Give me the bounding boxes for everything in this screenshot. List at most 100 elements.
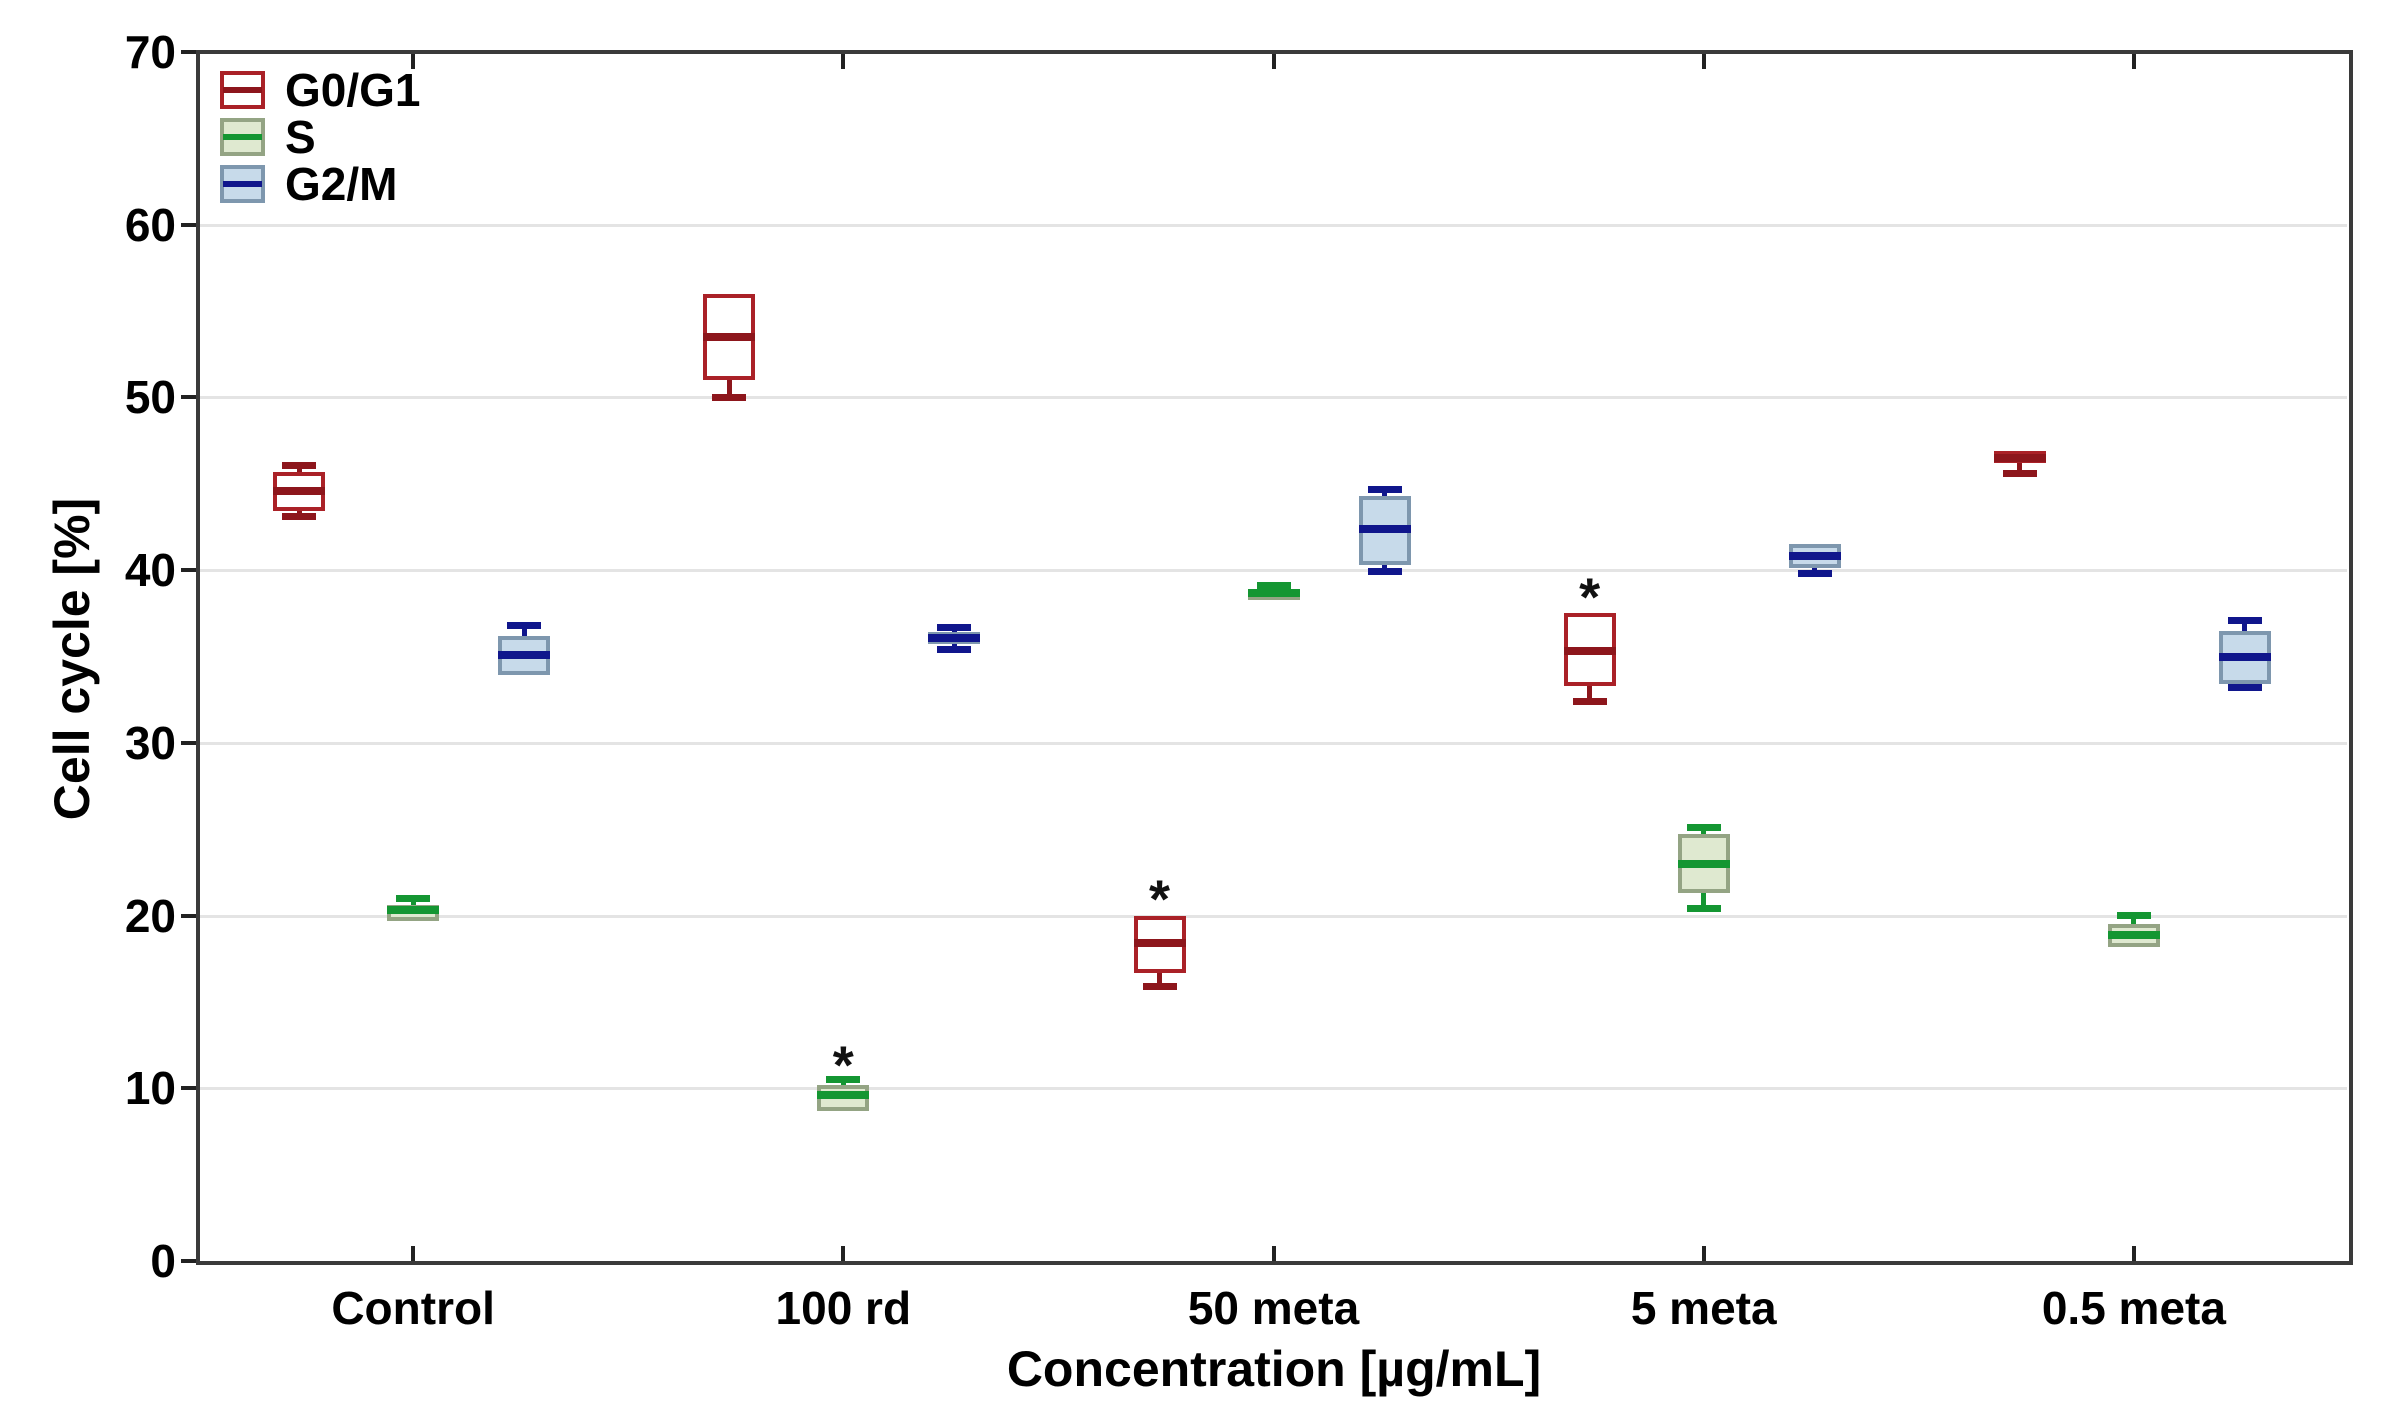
box-plot-whisker-cap [937,645,972,653]
box-plot-whisker [1157,972,1162,985]
x-axis-tick [1701,1246,1706,1261]
box-plot-whisker-cap [1686,904,1721,912]
plot-area [196,50,2353,1265]
y-axis-tick [181,568,196,573]
box-plot-whisker [410,900,416,906]
x-tick-label: 5 meta [1630,1282,1777,1334]
box-plot-whisker-cap [2116,912,2151,920]
y-tick-label: 0 [150,1235,176,1287]
gridline [200,741,2347,745]
box-plot-median [498,650,551,659]
box-plot-whisker-cap [937,623,972,631]
box-plot-whisker-cap [2227,683,2262,691]
legend-swatch [220,164,265,203]
x-axis-tick [1271,1246,1276,1261]
box-plot-whisker-cap [1367,568,1402,576]
significance-star: * [1579,567,1601,628]
box-plot-whisker-cap [712,393,747,401]
y-axis-tick [181,1259,196,1263]
box-plot-whisker [726,380,732,396]
box-plot-median [928,633,981,642]
legend-swatch [220,70,265,109]
box-plot-median [703,332,756,341]
box-plot-median [1563,647,1616,656]
box-plot-whisker [521,627,527,636]
box-plot-whisker [1701,893,1707,907]
y-axis-tick [181,50,196,54]
x-axis-tick-top [841,54,846,69]
x-tick-label: Control [331,1282,495,1334]
box-plot-whisker [2242,621,2248,631]
box-plot-whisker [296,466,302,472]
box-plot-whisker [2131,917,2137,925]
box-plot-whisker [1587,685,1593,700]
x-axis-tick [2131,1246,2136,1261]
box-plot-median [1247,588,1300,597]
box-plot-median [387,906,440,915]
x-tick-label: 100 rd [775,1282,912,1334]
legend: G0/G1 S G2/M [220,66,421,207]
y-axis-tick [181,1086,196,1091]
x-axis-tick-top [1701,54,1706,69]
y-tick-label: 10 [124,1062,176,1115]
gridline [200,914,2347,918]
x-axis-tick-top [2131,54,2136,69]
y-axis-tick [181,740,196,745]
box-plot-whisker [1382,564,1387,571]
x-tick-label: 0.5 meta [2041,1282,2226,1334]
box-plot-median [1358,524,1411,533]
box-plot-whisker-cap [1142,982,1177,990]
box-plot-median [1677,859,1730,868]
significance-star: * [832,1035,854,1096]
box-plot-whisker-cap [282,512,317,520]
x-tick-label: 50 meta [1187,1282,1360,1334]
box-plot-whisker-cap [826,1076,861,1084]
legend-swatch-median-line [223,133,262,140]
y-tick-label: 20 [124,889,176,942]
x-axis-tick-top [1271,54,1276,69]
legend-label: G2/M [285,157,398,210]
y-tick-label: 50 [124,371,176,424]
y-tick-label: 40 [124,544,176,597]
legend-item: G2/M [220,160,421,207]
box-plot-whisker-cap [1367,485,1402,493]
box-plot-whisker-cap [1797,569,1832,577]
y-tick-label: 60 [124,198,176,251]
box-plot-median [2107,930,2160,939]
box-plot-whisker-cap [507,622,542,630]
legend-swatch-median-line [223,86,262,93]
box-plot-median [1788,552,1841,561]
gridline [200,1087,2347,1091]
y-tick-label: 30 [124,716,176,769]
y-axis-tick [181,222,196,227]
x-axis-title: Concentration [µg/mL] [1006,1341,1542,1397]
box-plot-whisker [1701,829,1707,835]
gridline [200,223,2347,227]
legend-label: G0/G1 [285,63,421,116]
box-plot-whisker [2017,463,2023,472]
box-plot-whisker-cap [282,461,317,469]
box-plot-median [1133,939,1186,948]
box-plot-whisker-cap [1256,582,1291,590]
box-plot-whisker-cap [1686,824,1721,832]
box-plot-median [1993,453,2046,462]
box-plot-whisker-cap [2002,469,2037,477]
legend-swatch [220,117,265,156]
x-axis-tick [841,1246,846,1261]
gridline [200,396,2347,400]
y-tick-label: 70 [124,26,176,78]
y-axis-tick [181,395,196,400]
box-plot-whisker-cap [1572,697,1607,705]
x-axis-tick [411,1246,416,1261]
x-axis-tick-top [411,54,416,69]
significance-star: * [1148,870,1171,931]
box-plot-whisker [1382,490,1387,496]
box-plot-whisker-cap [2227,616,2262,624]
y-axis-title: Cell cycle [%] [44,497,100,821]
box-plot-median [817,1091,870,1100]
box-plot-median [273,486,326,495]
legend-label: S [285,110,316,163]
legend-item: G0/G1 [220,66,421,113]
gridline [200,569,2347,573]
